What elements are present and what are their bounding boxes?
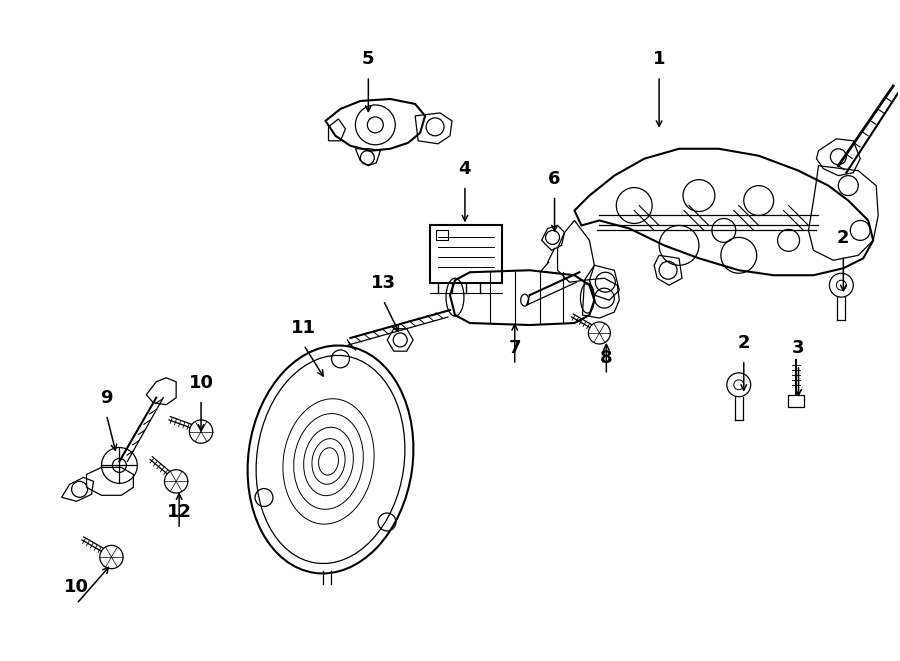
Text: 9: 9 — [100, 389, 112, 407]
Text: 7: 7 — [508, 339, 521, 357]
Text: 4: 4 — [459, 160, 472, 178]
Text: 13: 13 — [371, 274, 396, 292]
Text: 10: 10 — [189, 373, 213, 392]
Text: 12: 12 — [166, 503, 192, 521]
Text: 8: 8 — [600, 349, 613, 367]
Text: 5: 5 — [362, 50, 374, 68]
Text: 1: 1 — [652, 50, 665, 68]
Text: 11: 11 — [291, 319, 316, 337]
Bar — [788, 395, 804, 407]
Text: 6: 6 — [548, 170, 561, 188]
Text: 3: 3 — [792, 339, 805, 357]
Bar — [430, 225, 502, 283]
Text: 10: 10 — [64, 578, 89, 596]
Bar — [436, 231, 448, 241]
Text: 2: 2 — [737, 334, 750, 352]
Text: 2: 2 — [837, 229, 850, 247]
